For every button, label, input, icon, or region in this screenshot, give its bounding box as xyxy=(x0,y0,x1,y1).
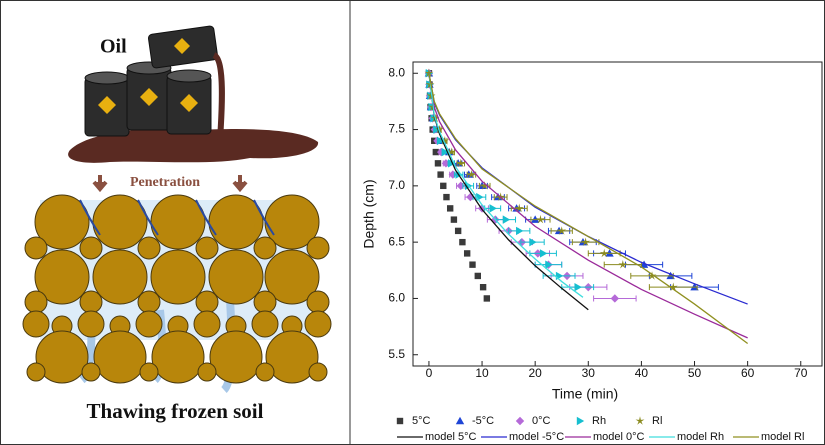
arrows xyxy=(92,175,248,193)
marker xyxy=(516,226,524,236)
marker xyxy=(435,124,445,134)
marker xyxy=(443,193,450,201)
marker xyxy=(536,214,545,224)
caption: Thawing frozen soil xyxy=(87,399,264,423)
model-line xyxy=(428,73,589,311)
marker xyxy=(440,182,447,190)
soil-particles xyxy=(22,194,332,384)
marker xyxy=(489,204,497,213)
illustration: Oil Penetration Thawing frozen soil xyxy=(22,25,332,423)
marker xyxy=(447,147,457,156)
x-tick-label: 0 xyxy=(426,366,433,380)
y-tick-label: 7.5 xyxy=(388,122,405,136)
model-line xyxy=(428,73,748,339)
marker xyxy=(436,136,445,146)
flow-arrows xyxy=(79,199,275,236)
marker xyxy=(459,238,466,246)
marker xyxy=(466,169,476,179)
y-tick-label: 6.5 xyxy=(388,234,405,248)
legend-label: model 5°C xyxy=(425,431,477,443)
marker xyxy=(469,261,476,268)
marker xyxy=(448,159,456,168)
marker xyxy=(440,136,450,145)
marker xyxy=(480,181,490,190)
marker xyxy=(479,283,487,291)
marker xyxy=(454,227,462,235)
marker xyxy=(437,171,444,178)
x-tick-label: 20 xyxy=(528,366,542,380)
model-line xyxy=(428,73,749,345)
legend-label: -5°C xyxy=(472,415,494,427)
marker xyxy=(647,271,657,280)
legend-label: model -5°C xyxy=(509,431,564,443)
chart: Time (min) Depth (cm) 0 10 20 30 40 50 60 70 5.5… xyxy=(361,61,823,402)
marker xyxy=(610,294,620,303)
plot-frame xyxy=(412,61,823,367)
marker xyxy=(441,147,450,157)
marker xyxy=(432,148,440,156)
legend-label: 0°C xyxy=(532,415,551,427)
y-axis-title: Depth (cm) xyxy=(361,179,377,248)
legend-label: Rl xyxy=(652,415,662,427)
marker xyxy=(446,205,454,212)
x-tick-label: 30 xyxy=(582,366,596,380)
y-tick-label: 7.0 xyxy=(388,178,405,192)
marker xyxy=(514,203,524,213)
marker xyxy=(448,170,458,179)
marker xyxy=(450,216,458,223)
x-tick-label: 40 xyxy=(635,366,649,380)
marker xyxy=(474,272,482,280)
legend-label: 5°C xyxy=(412,415,431,427)
model-line xyxy=(428,73,584,298)
legend-marker xyxy=(396,417,404,425)
marker xyxy=(557,226,567,235)
marker xyxy=(668,282,678,291)
arrow-label: Penetration xyxy=(130,175,200,190)
marker xyxy=(483,295,491,302)
legend-label: model 0°C xyxy=(593,431,645,443)
x-axis-title: Time (min) xyxy=(552,386,618,402)
legend-label: Rh xyxy=(592,415,606,427)
barrel-icons xyxy=(98,38,198,114)
x-tick-label: 10 xyxy=(475,366,489,380)
legend-marker xyxy=(515,416,525,426)
marker xyxy=(666,271,675,280)
x-tick-label: 50 xyxy=(688,366,702,380)
legend-label: model Rh xyxy=(677,431,724,443)
oil-puddle xyxy=(68,128,319,163)
marker xyxy=(599,248,609,258)
oil-stream xyxy=(211,52,225,141)
marker xyxy=(618,259,628,269)
marker xyxy=(424,68,434,78)
marker xyxy=(545,260,553,269)
y-tick-label: 8.0 xyxy=(388,65,405,79)
marker xyxy=(502,215,511,224)
marker xyxy=(574,282,582,292)
x-tick-label: 60 xyxy=(741,366,755,380)
marker xyxy=(463,250,471,257)
x-tick-label: 70 xyxy=(794,366,808,380)
marker xyxy=(433,125,441,134)
legend-marker xyxy=(635,416,645,425)
marker xyxy=(581,237,591,246)
marker xyxy=(555,271,564,281)
legend-label: model Rl xyxy=(761,431,804,443)
legend-marker xyxy=(455,416,465,425)
legend-marker xyxy=(576,416,585,426)
marker xyxy=(539,249,548,258)
marker xyxy=(434,160,442,167)
marker xyxy=(456,158,466,168)
marker xyxy=(529,237,537,247)
oil-label: Oil xyxy=(100,36,127,58)
y-tick-label: 5.5 xyxy=(388,347,405,361)
y-tick-label: 6.0 xyxy=(388,291,405,305)
